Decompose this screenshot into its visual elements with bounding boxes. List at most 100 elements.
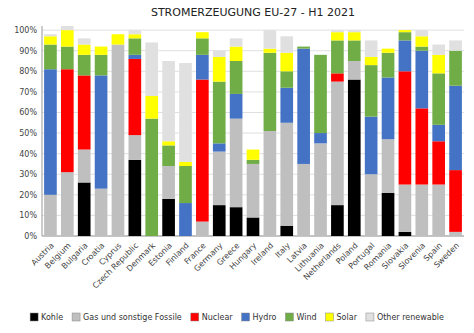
bar-segment [196, 55, 209, 80]
y-tick-label: 100% [14, 26, 37, 35]
legend-swatch [285, 313, 293, 321]
bar-segment [264, 53, 277, 131]
legend-item: Wind [285, 313, 316, 322]
bar-segment [297, 46, 310, 47]
bar-segment [78, 45, 91, 55]
bar-segment [213, 82, 226, 144]
y-tick-label: 60% [19, 108, 37, 117]
bar-segment [247, 217, 260, 236]
bar-segment [179, 166, 192, 203]
bar-segment [415, 51, 428, 109]
bar-segment [399, 32, 412, 40]
bar-segment [297, 49, 310, 164]
bar-segment [432, 141, 445, 184]
bar-segment [213, 57, 226, 82]
bar-segment [230, 38, 243, 46]
legend-label: Solar [337, 313, 358, 322]
bar-segment [230, 207, 243, 236]
bar-segment [382, 139, 395, 193]
y-axis-line [42, 26, 43, 236]
bar-segment [331, 40, 344, 73]
legend-swatch [191, 313, 199, 321]
bar-segment [162, 145, 175, 166]
legend-item: Nuclear [191, 313, 234, 322]
bar-segment [382, 48, 395, 49]
bar-segment [449, 51, 462, 86]
bar-segment [213, 51, 226, 57]
bar-segment [179, 162, 192, 166]
bar-segment [112, 45, 125, 236]
bars [44, 26, 462, 236]
bar-segment [145, 119, 158, 236]
bar-segment [78, 55, 91, 76]
bar-segment [449, 40, 462, 50]
legend-swatch [72, 313, 80, 321]
bar-segment [112, 34, 125, 44]
bar-segment [78, 150, 91, 183]
bar-segment [280, 36, 293, 52]
bar-segment [129, 55, 142, 59]
bar-segment [162, 199, 175, 236]
bar-segment [61, 172, 74, 236]
bar-segment [213, 152, 226, 206]
bar-segment [348, 80, 361, 236]
legend-label: Nuclear [202, 313, 234, 322]
bar-segment [44, 34, 57, 36]
y-tick-label: 0% [24, 232, 37, 241]
bar-segment [44, 45, 57, 70]
bar-segment [179, 63, 192, 162]
legend-swatch [242, 313, 250, 321]
bar-segment [365, 174, 378, 236]
bar-segment [449, 86, 462, 170]
legend-item: Gas und sonstige Fossile [72, 313, 182, 322]
bar-segment [78, 182, 91, 236]
bar-segment [432, 45, 445, 55]
bar-segment [129, 59, 142, 135]
bar-segment [280, 53, 293, 72]
bar-segment [61, 47, 74, 70]
bar-segment [297, 46, 310, 47]
bar-segment [348, 61, 361, 80]
bar-segment [280, 123, 293, 226]
y-tick-label: 90% [19, 47, 37, 56]
bar-segment [247, 150, 260, 160]
bar-segment [399, 232, 412, 236]
x-axis: AustriaBelgiumBulgariaCroatiaCyprusCzech… [29, 241, 460, 291]
bar-segment [145, 42, 158, 96]
bar-segment [348, 30, 361, 32]
bar-segment [314, 54, 327, 55]
bar-segment [382, 53, 395, 78]
bar-segment [230, 61, 243, 94]
bar-segment [415, 185, 428, 236]
bar-segment [264, 49, 277, 53]
bar-segment [213, 143, 226, 151]
bar-segment [196, 222, 209, 236]
bar-segment [382, 77, 395, 139]
bar-segment [162, 166, 175, 199]
bar-segment [78, 75, 91, 149]
bar-segment [247, 149, 260, 150]
bar-segment [78, 38, 91, 44]
bar-segment [280, 88, 293, 123]
legend-label: Other renewable [377, 313, 444, 322]
bar-segment [382, 49, 395, 53]
bar-segment [365, 57, 378, 65]
bar-segment [264, 131, 277, 236]
bar-segment [297, 47, 310, 49]
x-tick-label: Ireland [249, 241, 275, 267]
y-tick-label: 10% [19, 211, 37, 220]
bar-segment [129, 30, 142, 34]
bar-segment [280, 71, 293, 87]
bar-segment [399, 71, 412, 184]
bar-segment [415, 108, 428, 184]
bar-segment [415, 47, 428, 51]
bar-segment [129, 34, 142, 38]
bar-segment [331, 32, 344, 40]
bar-segment [44, 36, 57, 44]
bar-segment [196, 32, 209, 38]
bar-segment [415, 36, 428, 46]
bar-segment [331, 73, 344, 81]
bar-segment [432, 73, 445, 124]
bar-segment [314, 143, 327, 236]
bar-segment [399, 30, 412, 31]
